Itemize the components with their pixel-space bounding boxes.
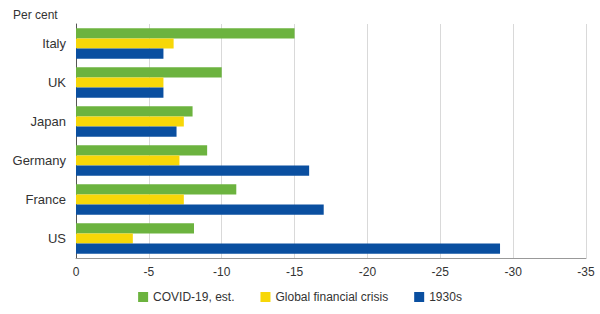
svg-text:-5: -5	[144, 265, 155, 279]
svg-text:France: France	[26, 192, 66, 207]
svg-text:Japan: Japan	[31, 114, 66, 129]
svg-text:-15: -15	[286, 265, 304, 279]
svg-text:-10: -10	[213, 265, 231, 279]
svg-text:-35: -35	[577, 265, 595, 279]
svg-text:UK: UK	[48, 75, 66, 90]
svg-text:-25: -25	[432, 265, 450, 279]
svg-text:US: US	[48, 231, 66, 246]
svg-text:-30: -30	[504, 265, 522, 279]
svg-text:Global financial crisis: Global financial crisis	[275, 290, 388, 304]
svg-text:Italy: Italy	[42, 36, 66, 51]
svg-text:-20: -20	[359, 265, 377, 279]
svg-text:0: 0	[73, 265, 80, 279]
svg-text:COVID-19, est.: COVID-19, est.	[153, 290, 234, 304]
svg-text:Per cent: Per cent	[13, 8, 58, 22]
svg-text:1930s: 1930s	[429, 290, 462, 304]
svg-text:Germany: Germany	[13, 153, 67, 168]
